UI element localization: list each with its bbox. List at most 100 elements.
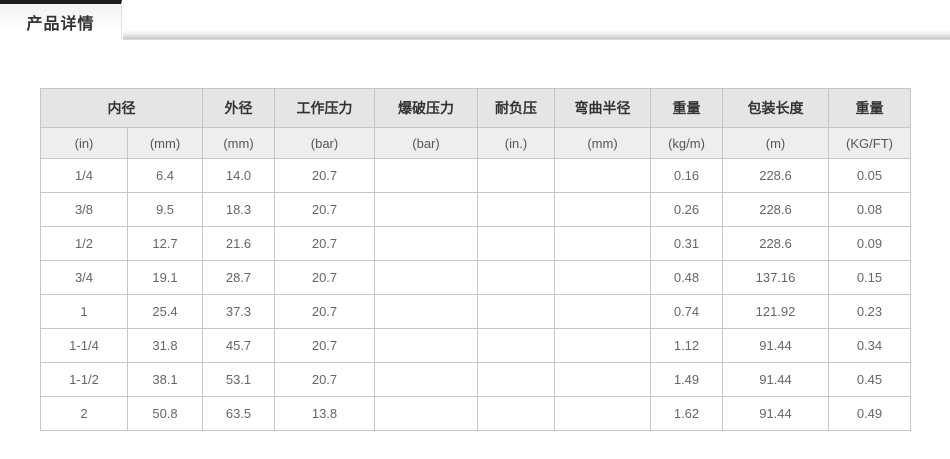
table-cell bbox=[374, 396, 478, 431]
table-row: 1-1/4 31.8 45.7 20.7 1.12 91.44 0.34 bbox=[40, 328, 911, 363]
table-cell: 13.8 bbox=[274, 396, 375, 431]
table-cell: 1.62 bbox=[650, 396, 723, 431]
table-row: 3/8 9.5 18.3 20.7 0.26 228.6 0.08 bbox=[40, 192, 911, 227]
spec-table-body: 1/4 6.4 14.0 20.7 0.16 228.6 0.05 3/8 9.5 18.3 20.… bbox=[40, 158, 911, 431]
table-cell: 3/8 bbox=[40, 192, 128, 227]
unit-header: (bar) bbox=[274, 127, 375, 159]
table-cell bbox=[374, 226, 478, 261]
table-cell: 0.49 bbox=[828, 396, 911, 431]
tab-product-details[interactable]: 产品详情 bbox=[0, 0, 122, 40]
table-cell bbox=[477, 226, 555, 261]
table-cell: 0.15 bbox=[828, 260, 911, 295]
unit-header: (kg/m) bbox=[650, 127, 723, 159]
table-cell bbox=[374, 294, 478, 329]
table-cell: 14.0 bbox=[202, 158, 275, 193]
table-cell bbox=[374, 158, 478, 193]
table-cell: 37.3 bbox=[202, 294, 275, 329]
table-cell bbox=[554, 328, 651, 363]
table-cell: 1/4 bbox=[40, 158, 128, 193]
table-cell: 3/4 bbox=[40, 260, 128, 295]
table-cell: 19.1 bbox=[127, 260, 203, 295]
table-cell: 9.5 bbox=[127, 192, 203, 227]
unit-header: (in.) bbox=[477, 127, 555, 159]
table-cell bbox=[374, 192, 478, 227]
table-cell: 6.4 bbox=[127, 158, 203, 193]
table-cell: 228.6 bbox=[722, 226, 829, 261]
table-cell: 1.12 bbox=[650, 328, 723, 363]
table-row: 2 50.8 63.5 13.8 1.62 91.44 0.49 bbox=[40, 396, 911, 431]
table-unit-header-row: (in) (mm) (mm) (bar) (bar) (in.) (mm) (k… bbox=[40, 127, 911, 159]
unit-header: (KG/FT) bbox=[828, 127, 911, 159]
table-cell bbox=[477, 192, 555, 227]
table-cell: 31.8 bbox=[127, 328, 203, 363]
table-cell: 137.16 bbox=[722, 260, 829, 295]
table-cell bbox=[477, 158, 555, 193]
table-cell: 0.34 bbox=[828, 328, 911, 363]
tab-bar-bottom-shadow bbox=[123, 31, 950, 40]
unit-header: (mm) bbox=[202, 127, 275, 159]
table-cell: 12.7 bbox=[127, 226, 203, 261]
table-cell: 45.7 bbox=[202, 328, 275, 363]
group-header-weight-kgm: 重量 bbox=[650, 88, 723, 128]
product-details-panel: 内径 外径 工作压力 爆破压力 耐负压 弯曲半径 重量 包装长度 重量 (in)… bbox=[0, 40, 950, 431]
table-row: 1/2 12.7 21.6 20.7 0.31 228.6 0.09 bbox=[40, 226, 911, 261]
unit-header: (mm) bbox=[127, 127, 203, 159]
table-cell: 0.09 bbox=[828, 226, 911, 261]
table-cell: 91.44 bbox=[722, 362, 829, 397]
group-header-outer-diameter: 外径 bbox=[202, 88, 275, 128]
table-cell bbox=[554, 362, 651, 397]
table-cell: 1/2 bbox=[40, 226, 128, 261]
table-cell: 1 bbox=[40, 294, 128, 329]
table-cell: 38.1 bbox=[127, 362, 203, 397]
table-cell: 20.7 bbox=[274, 328, 375, 363]
table-cell: 2 bbox=[40, 396, 128, 431]
table-row: 3/4 19.1 28.7 20.7 0.48 137.16 0.15 bbox=[40, 260, 911, 295]
table-row: 1 25.4 37.3 20.7 0.74 121.92 0.23 bbox=[40, 294, 911, 329]
table-cell bbox=[554, 158, 651, 193]
table-row: 1-1/2 38.1 53.1 20.7 1.49 91.44 0.45 bbox=[40, 362, 911, 397]
table-cell bbox=[554, 192, 651, 227]
table-cell: 228.6 bbox=[722, 158, 829, 193]
table-cell: 0.48 bbox=[650, 260, 723, 295]
table-cell bbox=[554, 396, 651, 431]
tab-product-details-label: 产品详情 bbox=[26, 16, 95, 33]
table-cell: 53.1 bbox=[202, 362, 275, 397]
table-cell: 20.7 bbox=[274, 294, 375, 329]
table-cell: 0.23 bbox=[828, 294, 911, 329]
table-cell: 18.3 bbox=[202, 192, 275, 227]
group-header-burst-pressure: 爆破压力 bbox=[374, 88, 478, 128]
table-cell: 25.4 bbox=[127, 294, 203, 329]
table-cell: 20.7 bbox=[274, 192, 375, 227]
table-cell bbox=[477, 260, 555, 295]
table-cell: 20.7 bbox=[274, 158, 375, 193]
table-cell: 1.49 bbox=[650, 362, 723, 397]
table-cell: 0.31 bbox=[650, 226, 723, 261]
table-cell: 20.7 bbox=[274, 260, 375, 295]
table-cell bbox=[477, 362, 555, 397]
table-cell: 0.05 bbox=[828, 158, 911, 193]
group-header-bend-radius: 弯曲半径 bbox=[554, 88, 651, 128]
table-cell: 0.45 bbox=[828, 362, 911, 397]
table-cell: 20.7 bbox=[274, 226, 375, 261]
group-header-inner-diameter: 内径 bbox=[40, 88, 203, 128]
unit-header: (bar) bbox=[374, 127, 478, 159]
table-cell: 0.08 bbox=[828, 192, 911, 227]
table-cell bbox=[374, 260, 478, 295]
table-cell: 28.7 bbox=[202, 260, 275, 295]
table-cell: 121.92 bbox=[722, 294, 829, 329]
table-cell: 91.44 bbox=[722, 396, 829, 431]
table-cell: 1-1/2 bbox=[40, 362, 128, 397]
table-cell: 63.5 bbox=[202, 396, 275, 431]
table-cell: 20.7 bbox=[274, 362, 375, 397]
table-cell bbox=[554, 260, 651, 295]
group-header-working-pressure: 工作压力 bbox=[274, 88, 375, 128]
table-row: 1/4 6.4 14.0 20.7 0.16 228.6 0.05 bbox=[40, 158, 911, 193]
table-cell bbox=[554, 294, 651, 329]
group-header-package-length: 包装长度 bbox=[722, 88, 829, 128]
tab-bar: 产品详情 bbox=[0, 0, 950, 40]
group-header-weight-kgft: 重量 bbox=[828, 88, 911, 128]
group-header-vacuum-resistance: 耐负压 bbox=[477, 88, 555, 128]
table-cell: 228.6 bbox=[722, 192, 829, 227]
table-cell bbox=[554, 226, 651, 261]
table-cell bbox=[374, 328, 478, 363]
